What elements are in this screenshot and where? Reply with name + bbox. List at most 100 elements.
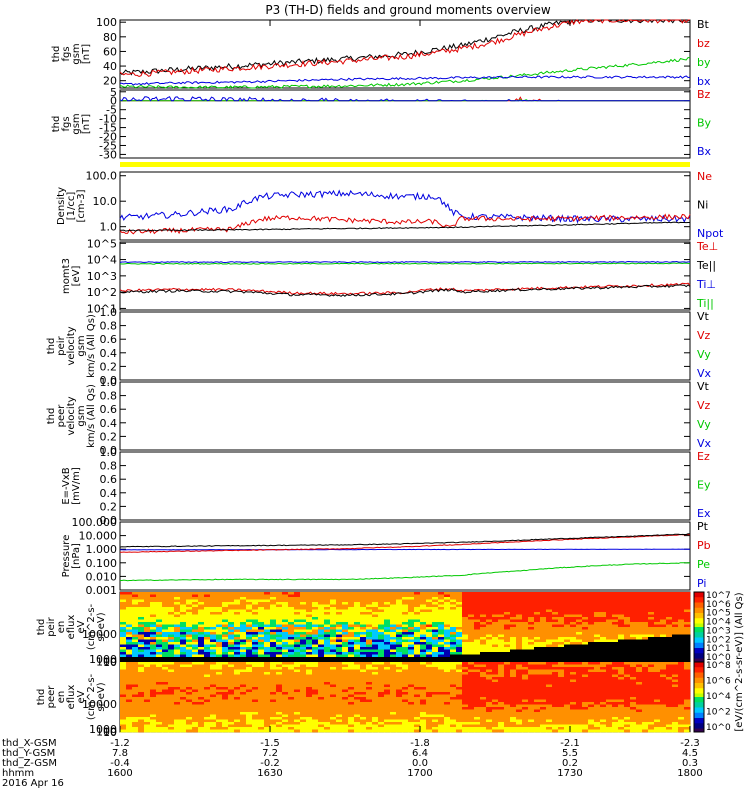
- spectrogram-cell: [366, 709, 373, 713]
- spectrogram-cell: [282, 662, 289, 665]
- spectrogram-cell: [168, 619, 175, 623]
- spectrogram-cell: [540, 704, 547, 708]
- spectrogram-cell: [564, 624, 571, 628]
- spectrogram-cell: [336, 677, 343, 680]
- spectrogram-cell: [342, 679, 349, 683]
- spectrogram-cell: [474, 627, 481, 630]
- spectrogram-cell: [432, 692, 439, 695]
- spectrogram-cell: [324, 592, 331, 595]
- spectrogram-cell: [144, 694, 151, 698]
- spectrogram-cell: [408, 627, 415, 630]
- spectrogram-cell: [378, 722, 385, 725]
- spectrogram-cell: [144, 597, 151, 600]
- spectrogram-cell: [546, 714, 553, 718]
- panel-frame: [119, 311, 691, 381]
- spectrogram-cell: [378, 702, 385, 705]
- spectrogram-cell: [294, 717, 301, 720]
- spectrogram-cell: [414, 592, 421, 595]
- spectrogram-cell: [438, 682, 445, 685]
- spectrogram-cell: [270, 614, 277, 618]
- spectrogram-cell: [510, 727, 517, 730]
- spectrogram-cell: [390, 644, 397, 648]
- spectrogram-cell: [174, 644, 181, 648]
- spectrogram-cell: [228, 649, 235, 653]
- spectrogram-cell: [378, 699, 385, 703]
- spectrogram-cell: [294, 722, 301, 725]
- spectrogram-cell: [390, 627, 397, 630]
- spectrogram-cell: [588, 639, 595, 643]
- spectrogram-cell: [198, 629, 205, 633]
- spectrogram-cell: [450, 674, 457, 678]
- spectrogram-cell: [330, 699, 337, 703]
- spectrogram-cell: [444, 672, 451, 675]
- spectrogram-cell: [366, 714, 373, 718]
- spectrogram-cell: [276, 654, 283, 658]
- spectrogram-cell: [654, 649, 661, 653]
- spectrogram-cell: [156, 717, 163, 720]
- spectrogram-cell: [126, 592, 133, 595]
- spectrogram-cell: [324, 662, 331, 665]
- spectrogram-cell: [438, 644, 445, 648]
- spectrogram-cell: [318, 687, 325, 690]
- spectrogram-cell: [468, 724, 475, 728]
- spectrogram-cell: [594, 632, 601, 635]
- spectrogram-cell: [360, 602, 367, 605]
- spectrogram-cell: [444, 669, 451, 673]
- spectrogram-cell: [264, 674, 271, 678]
- spectrogram-cell: [426, 699, 433, 703]
- spectrogram-cell: [516, 707, 523, 710]
- spectrogram-cell: [378, 657, 385, 660]
- spectrogram-cell: [480, 692, 487, 695]
- spectrogram-cell: [630, 594, 637, 598]
- spectrogram-cell: [498, 632, 505, 635]
- spectrogram-cell: [234, 719, 241, 723]
- spectrogram-cell: [228, 692, 235, 695]
- spectrogram-cell: [300, 662, 307, 665]
- y-tick-label: 10^4: [87, 254, 117, 267]
- spectrogram-cell: [432, 627, 439, 630]
- spectrogram-cell: [642, 599, 649, 603]
- spectrogram-cell: [252, 642, 259, 645]
- spectrogram-cell: [378, 652, 385, 655]
- spectrogram-cell: [168, 652, 175, 655]
- spectrogram-cell: [264, 634, 271, 638]
- spectrogram-cell: [138, 707, 145, 710]
- spectrogram-cell: [336, 609, 343, 613]
- spectrogram-cell: [456, 629, 463, 633]
- spectrogram-cell: [390, 664, 397, 668]
- spectrogram-cell: [558, 627, 565, 630]
- spectrogram-cell: [390, 687, 397, 690]
- spectrogram-cell: [558, 654, 565, 658]
- spectrogram-cell: [510, 652, 517, 655]
- spectrogram-cell: [456, 599, 463, 603]
- spectrogram-cell: [318, 714, 325, 718]
- spectrogram-cell: [294, 692, 301, 695]
- spectrogram-cell: [324, 719, 331, 723]
- spectrogram-cell: [384, 632, 391, 635]
- spectrogram-cell: [156, 669, 163, 673]
- spectrogram-cell: [294, 662, 301, 665]
- spectrogram-cell: [546, 629, 553, 633]
- spectrogram-cell: [396, 637, 403, 640]
- spectrogram-cell: [342, 627, 349, 630]
- spectrogram-cell: [582, 659, 589, 663]
- y-tick-label: 0: [110, 95, 117, 108]
- spectrogram-cell: [504, 622, 511, 625]
- spectrogram-cell: [168, 712, 175, 715]
- spectrogram-cell: [510, 639, 517, 643]
- spectrogram-cell: [336, 687, 343, 690]
- spectrogram-cell: [354, 622, 361, 625]
- spectrogram-cell: [684, 659, 691, 663]
- spectrogram-cell: [654, 629, 661, 633]
- spectrogram-cell: [162, 719, 169, 723]
- spectrogram-cell: [390, 629, 397, 633]
- spectrogram-cell: [198, 679, 205, 683]
- spectrogram-cell: [180, 629, 187, 633]
- spectrogram-cell: [300, 607, 307, 610]
- spectrogram-cell: [486, 599, 493, 603]
- spectrogram-cell: [528, 614, 535, 618]
- series-by: [119, 56, 691, 89]
- spectrogram-cell: [276, 672, 283, 675]
- spectrogram-cell: [222, 607, 229, 610]
- spectrogram-cell: [420, 634, 427, 638]
